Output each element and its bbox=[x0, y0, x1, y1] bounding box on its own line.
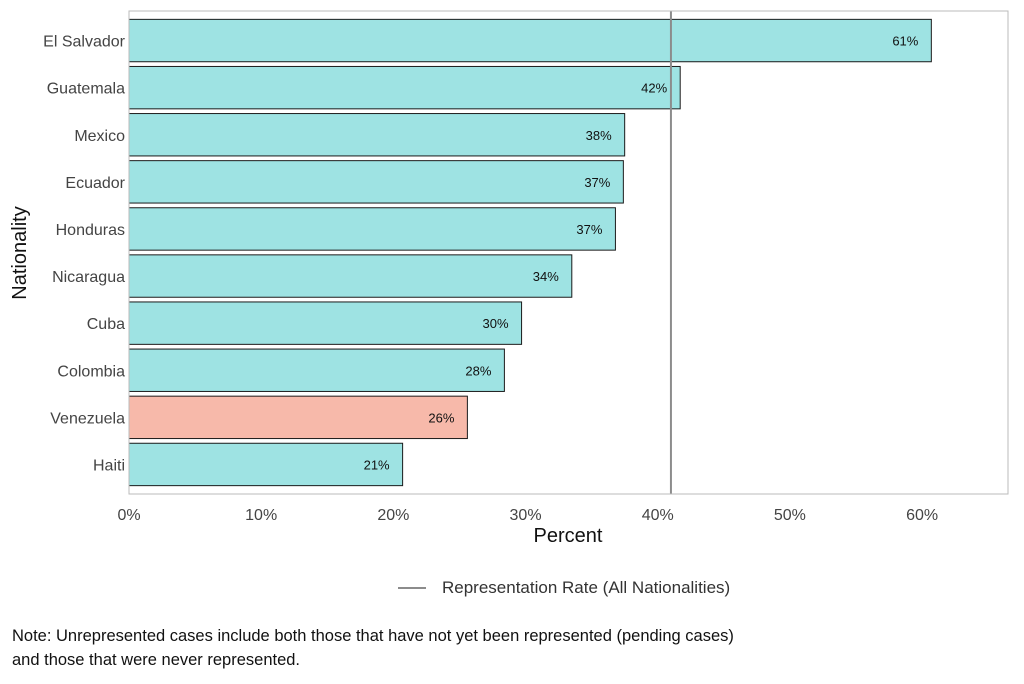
bar-venezuela bbox=[128, 395, 468, 440]
footnote-line-1: Note: Unrepresented cases include both t… bbox=[12, 627, 734, 645]
category-label: Nicaragua bbox=[52, 269, 125, 286]
x-tick-label: 60% bbox=[906, 507, 938, 524]
footnote-line-2: and those that were never represented. bbox=[12, 651, 301, 669]
category-label: Guatemala bbox=[47, 81, 125, 98]
data-labels: 61% 42% 38% 37% 37% 34% 30% 28% 26% 21% bbox=[364, 34, 919, 473]
data-label: 21% bbox=[364, 457, 390, 472]
x-tick-label: 30% bbox=[510, 507, 542, 524]
category-label: Honduras bbox=[56, 222, 125, 239]
bar-honduras bbox=[128, 207, 616, 251]
x-tick-label: 40% bbox=[642, 507, 674, 524]
bar-colombia bbox=[128, 348, 505, 392]
category-label: Cuba bbox=[87, 316, 125, 333]
category-label: Mexico bbox=[74, 128, 125, 145]
category-label: El Salvador bbox=[43, 34, 125, 51]
bar-nicaragua bbox=[128, 254, 573, 298]
x-tick-label: 10% bbox=[245, 507, 277, 524]
bars-group bbox=[128, 18, 932, 487]
data-label: 61% bbox=[892, 34, 918, 49]
legend-reference-line-label: Representation Rate (All Nationalities) bbox=[442, 578, 731, 597]
legend: Representation Rate (All Nationalities) bbox=[398, 578, 730, 598]
x-tick-label: 50% bbox=[774, 507, 806, 524]
bar-el-salvador bbox=[128, 18, 932, 63]
x-tick-label: 0% bbox=[117, 507, 140, 524]
x-axis-title: Percent bbox=[534, 525, 603, 547]
category-labels: El Salvador Guatemala Mexico Ecuador Hondura… bbox=[43, 34, 126, 475]
data-label: 30% bbox=[483, 316, 509, 331]
x-tick-labels: 0% 10% 20% 30% 40% 50% 60% bbox=[117, 507, 938, 524]
bar-mexico bbox=[128, 113, 626, 157]
category-label: Colombia bbox=[57, 363, 125, 380]
category-label: Haiti bbox=[93, 457, 125, 474]
bar-ecuador bbox=[128, 160, 624, 204]
bar-cuba bbox=[128, 301, 523, 345]
category-label: Ecuador bbox=[65, 175, 125, 192]
data-label: 34% bbox=[533, 269, 559, 284]
legend-reference-line-swatch bbox=[398, 587, 426, 589]
data-label: 37% bbox=[576, 222, 602, 237]
data-label: 28% bbox=[465, 363, 491, 378]
data-label: 38% bbox=[586, 128, 612, 143]
data-label: 42% bbox=[641, 81, 667, 96]
bar-guatemala bbox=[128, 65, 681, 110]
bar-haiti bbox=[128, 442, 404, 487]
data-label: 37% bbox=[584, 175, 610, 190]
footnote: Note: Unrepresented cases include both t… bbox=[12, 624, 1012, 672]
data-label: 26% bbox=[428, 410, 454, 425]
x-tick-label: 20% bbox=[377, 507, 409, 524]
bar-chart: El Salvador Guatemala Mexico Ecuador Hondura… bbox=[9, 10, 1009, 547]
y-axis-title: Nationality bbox=[9, 206, 31, 299]
category-label: Venezuela bbox=[50, 410, 125, 427]
plot-frame bbox=[128, 10, 1009, 495]
